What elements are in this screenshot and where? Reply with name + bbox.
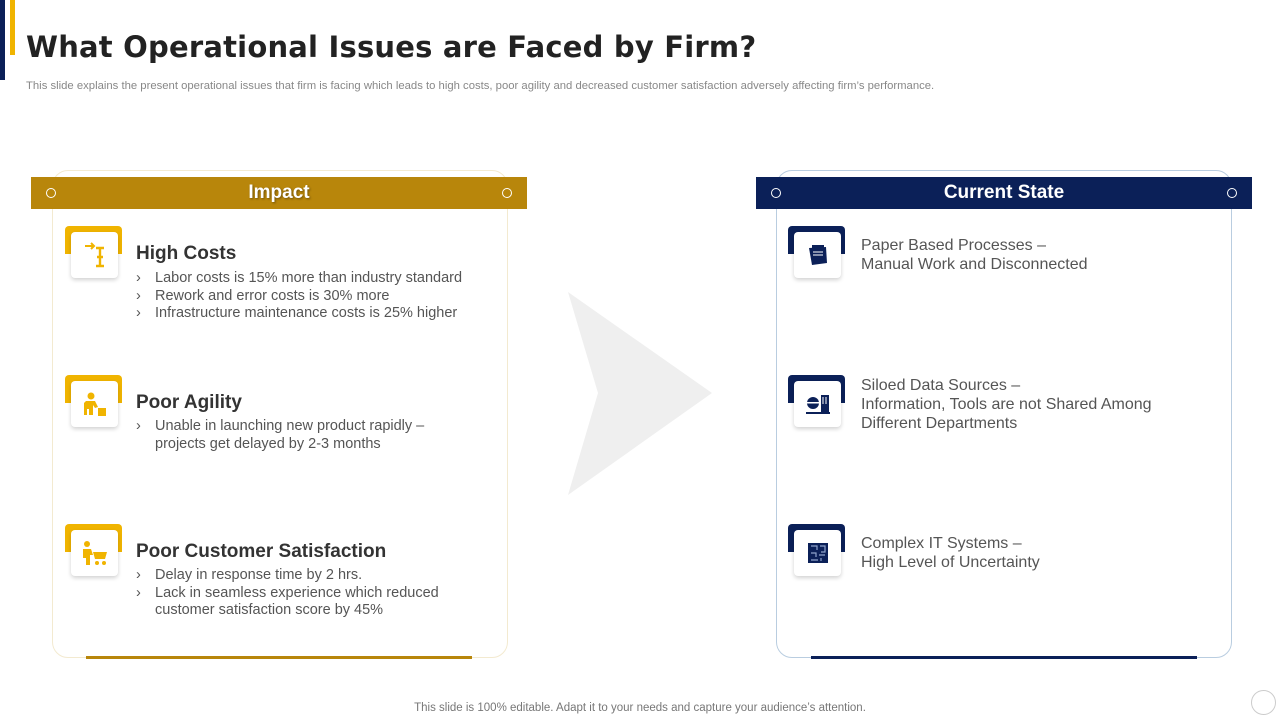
item-heading: Complex IT Systems – bbox=[861, 535, 1022, 552]
item-detail: Information, Tools are not Shared Among … bbox=[861, 396, 1152, 432]
impact-header: Impact bbox=[31, 177, 527, 209]
worker-icon bbox=[65, 375, 122, 427]
impact-header-label: Impact bbox=[248, 182, 310, 203]
item-title: High Costs bbox=[136, 243, 237, 264]
current-state-item: Complex IT Systems – High Level of Uncert… bbox=[861, 534, 1040, 572]
item-detail: Manual Work and Disconnected bbox=[861, 256, 1088, 273]
bullet-text: Lack in seamless experience which reduce… bbox=[155, 584, 439, 619]
circle-icon bbox=[1251, 690, 1276, 715]
current-state-header-label: Current State bbox=[943, 182, 1065, 203]
customer-cart-icon bbox=[65, 524, 122, 576]
gold-accent-bar bbox=[10, 0, 15, 55]
documents-icon bbox=[788, 226, 845, 278]
bullet-text: Infrastructure maintenance costs is 25% … bbox=[155, 305, 458, 321]
current-state-bottom-line bbox=[811, 656, 1197, 659]
bullet-item: › Rework and error costs is 30% more bbox=[136, 288, 486, 306]
chevron-icon: › bbox=[136, 305, 141, 321]
bullet-list: › Delay in response time by 2 hrs. › Lack … bbox=[136, 567, 466, 620]
chevron-icon: › bbox=[136, 567, 141, 583]
impact-bottom-line bbox=[86, 656, 472, 659]
current-state-item: Siloed Data Sources – Information, Tools … bbox=[861, 376, 1181, 433]
bullet-item: › Labor costs is 15% more than industry s… bbox=[136, 270, 486, 288]
bullet-item: › Unable in launching new product rapidly… bbox=[136, 418, 446, 453]
page-subtitle: This slide explains the present operatio… bbox=[26, 80, 935, 92]
bullet-item: › Delay in response time by 2 hrs. bbox=[136, 567, 466, 585]
current-state-card bbox=[776, 170, 1232, 658]
current-state-header: Current State bbox=[756, 177, 1252, 209]
impact-card bbox=[52, 170, 508, 658]
bullet-text: Unable in launching new product rapidly … bbox=[155, 418, 425, 452]
bullet-item: › Lack in seamless experience which reduc… bbox=[136, 585, 466, 620]
item-title: Poor Agility bbox=[136, 392, 242, 413]
chevron-icon: › bbox=[136, 584, 141, 601]
bullet-list: › Unable in launching new product rapidly… bbox=[136, 418, 446, 453]
item-heading: Siloed Data Sources – bbox=[861, 377, 1021, 394]
circle-icon bbox=[46, 188, 56, 198]
item-detail: High Level of Uncertainty bbox=[861, 554, 1040, 571]
current-state-item: Paper Based Processes – Manual Work and D… bbox=[861, 236, 1088, 274]
chevron-icon: › bbox=[136, 418, 141, 434]
item-title: Poor Customer Satisfaction bbox=[136, 541, 387, 562]
cost-icon bbox=[65, 226, 122, 278]
circle-icon bbox=[502, 188, 512, 198]
bullet-text: Delay in response time by 2 hrs. bbox=[155, 567, 363, 583]
footer-note: This slide is 100% editable. Adapt it to… bbox=[414, 702, 866, 714]
page-title: What Operational Issues are Faced by Fir… bbox=[26, 30, 757, 64]
circle-icon bbox=[1227, 188, 1237, 198]
bullet-text: Labor costs is 15% more than industry st… bbox=[155, 270, 463, 286]
maze-icon bbox=[788, 524, 845, 576]
item-heading: Paper Based Processes – bbox=[861, 237, 1046, 254]
circle-icon bbox=[771, 188, 781, 198]
bullet-list: › Labor costs is 15% more than industry s… bbox=[136, 270, 486, 323]
bullet-text: Rework and error costs is 30% more bbox=[155, 287, 390, 304]
chevron-icon: › bbox=[136, 270, 141, 286]
navy-accent-bar bbox=[0, 0, 5, 80]
data-silo-icon bbox=[788, 375, 845, 427]
chevron-icon: › bbox=[136, 287, 141, 304]
bullet-item: › Infrastructure maintenance costs is 25%… bbox=[136, 305, 486, 323]
arrow-right-icon bbox=[568, 292, 712, 495]
